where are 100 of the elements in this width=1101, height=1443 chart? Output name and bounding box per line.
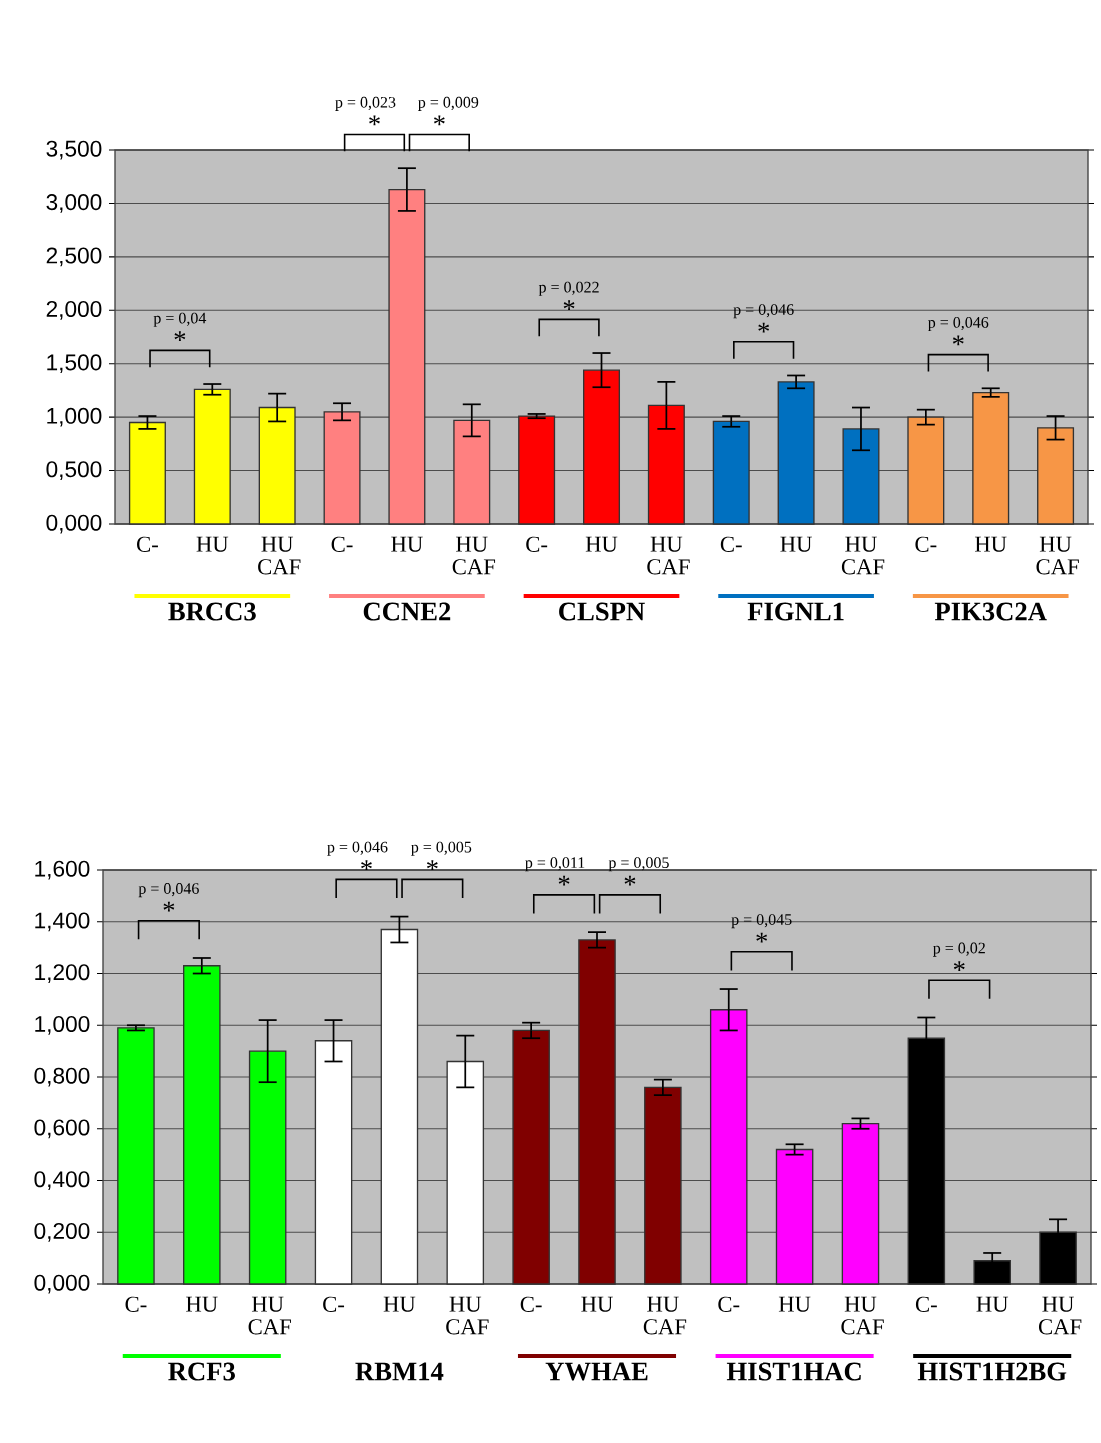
x-tick-label: HU — [196, 536, 229, 552]
annotation: p = 0,046 — [733, 304, 794, 319]
annotation: p = 0,011 — [525, 857, 585, 872]
bar — [323, 411, 361, 525]
text: RCF3 — [168, 1362, 235, 1381]
x-tick-label: HU CAF — [841, 536, 885, 575]
x-tick-label: HU — [778, 1296, 811, 1312]
bar — [193, 388, 231, 525]
y-tick-label: 0,800 — [34, 1067, 90, 1087]
x-tick-label: C- — [720, 536, 742, 552]
x-tick-label: C- — [915, 1296, 937, 1312]
y-tick-label: 0,500 — [46, 461, 102, 480]
x-tick-label: HU CAF — [446, 1296, 489, 1335]
bar — [183, 965, 221, 1285]
annotation: * — [952, 335, 964, 346]
text: RBM14 — [355, 1362, 444, 1381]
x-tick-label: HU CAF — [258, 536, 301, 575]
x-tick-label: HU — [976, 1296, 1009, 1312]
text: p = 0,023 — [335, 96, 396, 111]
x-tick-label: HU CAF — [248, 1296, 291, 1335]
bar — [841, 1122, 880, 1285]
bar — [314, 1040, 353, 1285]
x-tick-label: HU CAF — [841, 1296, 884, 1335]
bar — [709, 1009, 748, 1285]
bar — [446, 1060, 485, 1285]
y-tick-label: 3,500 — [46, 140, 102, 160]
x-tick-label: C- — [125, 1296, 147, 1312]
annotation: * — [563, 300, 575, 311]
bar — [972, 391, 1010, 525]
x-tick-label: C- — [915, 536, 937, 552]
bar — [777, 381, 815, 525]
annotation: p = 0,046 — [928, 317, 989, 332]
text: CCNE2 — [363, 602, 451, 621]
y-tick-label: 2,500 — [46, 247, 102, 267]
y-tick-label: 0,000 — [46, 514, 102, 534]
annotation: p = 0,04 — [153, 312, 207, 327]
annotation: p = 0,022 — [538, 281, 599, 296]
bar — [512, 1029, 550, 1285]
bar — [644, 1086, 682, 1285]
bar — [1037, 427, 1075, 525]
bar — [518, 415, 556, 525]
annotation: * — [426, 860, 438, 871]
text: p = 0,005 — [411, 841, 472, 856]
x-tick-label: HU — [585, 536, 618, 552]
bar — [907, 416, 945, 525]
text: PIK3C2A — [934, 602, 1047, 621]
y-tick-label: 0,200 — [34, 1222, 90, 1242]
x-tick-label: C- — [137, 536, 158, 552]
bar — [117, 1027, 155, 1285]
y-tick-label: 1,200 — [35, 964, 90, 983]
bar — [647, 404, 685, 525]
bar — [258, 406, 296, 525]
x-tick-label: C- — [323, 1296, 345, 1312]
x-tick-label: HU CAF — [647, 536, 690, 575]
x-tick-label: HU — [581, 1296, 613, 1312]
x-tick-label: HU — [186, 1296, 218, 1312]
text: HIST1H2BG — [917, 1362, 1067, 1381]
annotation: * — [756, 932, 768, 943]
bar — [128, 421, 166, 525]
x-tick-label: HU — [391, 536, 423, 552]
annotation: * — [953, 961, 965, 971]
y-tick-label: 1,600 — [35, 860, 90, 880]
bar — [248, 1050, 287, 1285]
y-tick-label: 2,000 — [46, 300, 102, 320]
text: BRCC3 — [168, 602, 256, 621]
text: p = 0,046 — [327, 841, 388, 856]
x-tick-label: HU — [780, 536, 812, 552]
text: FIGNL1 — [747, 602, 844, 621]
annotation: * — [758, 322, 770, 333]
x-tick-label: C- — [526, 536, 548, 552]
text: * — [369, 115, 380, 126]
x-tick-label: HU — [974, 536, 1007, 552]
annotation: p = 0,02 — [933, 942, 985, 957]
x-tick-label: HU CAF — [452, 536, 496, 575]
x-tick-label: HU CAF — [1036, 536, 1079, 575]
text: p = 0,009 — [418, 96, 479, 111]
annotation: * — [361, 860, 372, 871]
bar — [388, 188, 426, 525]
x-tick-label: HU CAF — [1038, 1296, 1082, 1335]
bar — [775, 1148, 814, 1285]
y-tick-label: 1,400 — [35, 912, 90, 932]
annotation: * — [163, 901, 175, 912]
y-tick-label: 1,000 — [47, 407, 102, 427]
bar — [583, 369, 621, 525]
bar — [842, 428, 880, 525]
y-tick-label: 0,000 — [34, 1274, 90, 1294]
text: YWHAE — [545, 1362, 648, 1381]
x-tick-label: C- — [520, 1296, 542, 1312]
bar — [453, 419, 491, 525]
bar — [907, 1037, 946, 1285]
text: * — [433, 115, 445, 126]
x-tick-label: HU CAF — [643, 1296, 687, 1335]
x-tick-label: C- — [331, 536, 353, 552]
x-tick-label: HU — [383, 1296, 416, 1312]
x-tick-label: C- — [718, 1296, 740, 1312]
text: CLSPN — [559, 602, 645, 621]
y-tick-label: 0,400 — [34, 1171, 90, 1190]
annotation: * — [174, 331, 186, 342]
annotation: p = 0,045 — [731, 914, 792, 929]
text: HIST1HAC — [726, 1362, 861, 1381]
